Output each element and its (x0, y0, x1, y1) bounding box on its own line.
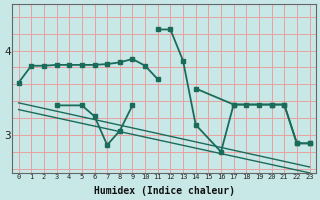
X-axis label: Humidex (Indice chaleur): Humidex (Indice chaleur) (93, 186, 235, 196)
